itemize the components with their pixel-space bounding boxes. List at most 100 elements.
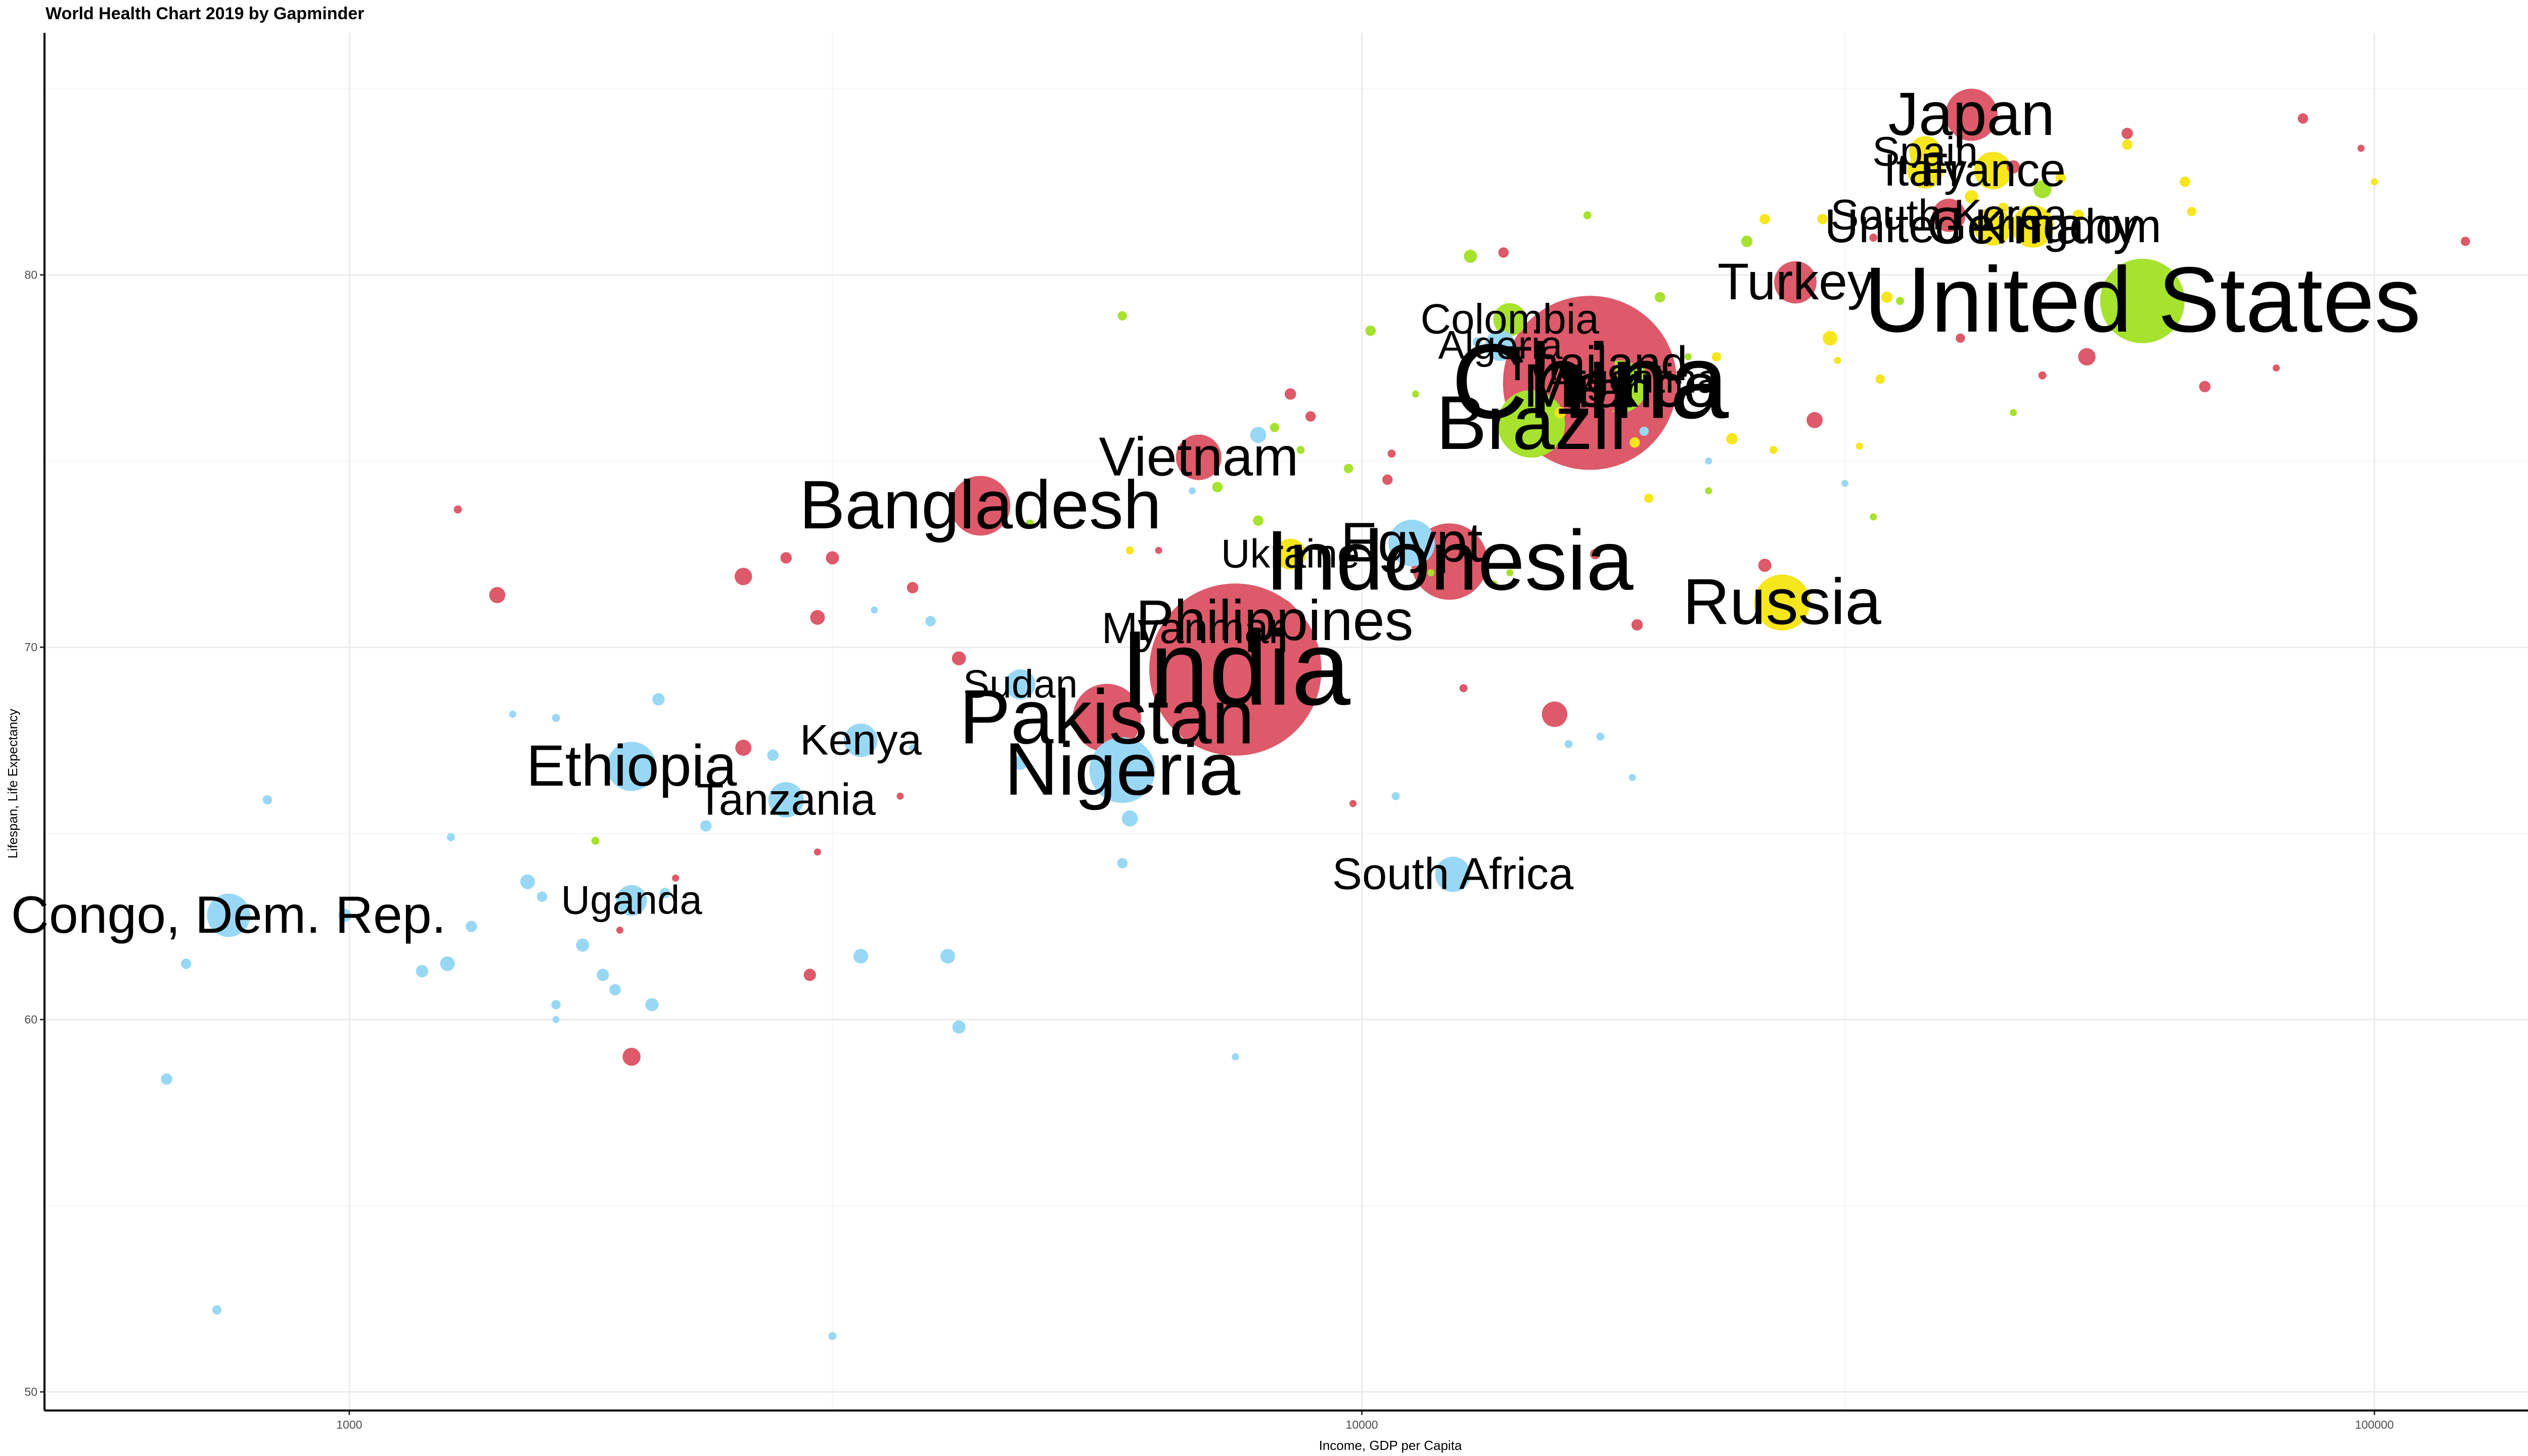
data-point: [212, 1305, 222, 1315]
label-china: China: [1451, 322, 1729, 441]
label-philippines: Philippines: [1136, 588, 1413, 653]
point-egypt: [1388, 519, 1435, 566]
data-point: [652, 693, 665, 706]
data-point: [1506, 569, 1514, 576]
data-point: [2273, 364, 2280, 372]
point-turkey: [1774, 261, 1817, 304]
data-point: [1583, 211, 1592, 219]
data-point: [1705, 457, 1712, 465]
point-brazil: [1497, 390, 1565, 458]
y-axis-title: Lifespan, Life Expectancy: [5, 709, 20, 858]
data-point: [1596, 732, 1605, 741]
point-uganda: [616, 885, 647, 916]
x-tick-label: 1000: [336, 1418, 362, 1431]
data-point: [1875, 374, 1885, 384]
data-point: [1758, 559, 1772, 572]
data-point: [803, 969, 816, 981]
data-point: [1013, 755, 1028, 770]
point-sudan: [1005, 669, 1035, 700]
point-pakistan: [1072, 684, 1141, 752]
data-point: [1834, 357, 1841, 365]
label-united-kingdom: United Kingdom: [1825, 199, 2161, 252]
label-bangladesh: Bangladesh: [799, 466, 1161, 543]
point-nigeria: [1089, 737, 1155, 803]
data-point: [909, 744, 916, 752]
data-point: [466, 921, 477, 932]
data-point: [659, 887, 670, 898]
data-point: [1459, 684, 1468, 693]
data-point: [1684, 353, 1692, 360]
data-point: [2010, 409, 2017, 417]
label-turkey: Turkey: [1718, 253, 1873, 310]
x-tick-label: 100000: [2355, 1418, 2394, 1431]
label-pakistan: Pakistan: [959, 674, 1254, 760]
point-spain: [1909, 136, 1942, 168]
label-russia: Russia: [1683, 566, 1881, 638]
point-russia: [1754, 574, 1810, 631]
point-ukraine: [1275, 538, 1306, 570]
data-point: [1998, 202, 2009, 213]
y-tick-label: 80: [24, 268, 37, 282]
data-point: [536, 891, 548, 902]
data-point: [446, 833, 455, 841]
data-point: [1117, 858, 1128, 869]
data-point: [2297, 113, 2309, 124]
data-point: [1155, 547, 1162, 554]
x-axis-title: Income, GDP per Capita: [1319, 1438, 1462, 1453]
data-point: [1965, 190, 1978, 204]
data-point: [1631, 619, 1643, 631]
data-point: [416, 965, 428, 978]
label-indonesia: Indonesia: [1265, 513, 1634, 608]
data-point: [2461, 237, 2470, 246]
data-point: [1741, 236, 1753, 247]
data-point: [645, 998, 659, 1012]
data-point: [1412, 390, 1419, 398]
label-tanzania: Tanzania: [697, 774, 876, 824]
data-point: [735, 740, 752, 756]
point-tanzania: [768, 782, 804, 818]
point-bangladesh: [950, 476, 1011, 536]
point-germany: [2011, 205, 2054, 248]
point-colombia: [1493, 303, 1526, 336]
data-point: [2371, 178, 2378, 186]
data-point: [1427, 569, 1435, 576]
data-point: [609, 984, 621, 996]
data-point: [1284, 388, 1296, 400]
data-point: [896, 792, 904, 800]
data-point: [262, 795, 273, 805]
label-south-korea: South Korea: [1830, 191, 2067, 239]
data-point: [2078, 348, 2096, 366]
data-point: [1881, 291, 1893, 303]
y-tick-label: 70: [24, 641, 37, 654]
data-point: [1542, 701, 1567, 727]
data-point: [2072, 209, 2084, 221]
data-point: [1125, 546, 1134, 555]
data-point: [1554, 406, 1566, 419]
data-point: [828, 1332, 837, 1340]
data-point: [1869, 234, 1878, 242]
label-south-africa: South Africa: [1332, 849, 1574, 899]
label-france: France: [1920, 144, 2066, 196]
data-point: [1759, 213, 1770, 224]
data-point: [2007, 160, 2020, 174]
label-united-states: United States: [1864, 248, 2421, 351]
data-point: [1025, 519, 1035, 529]
label-argentina: Argentina: [1546, 356, 1720, 401]
data-point: [672, 874, 680, 882]
data-point: [1870, 513, 1877, 521]
point-algeria: [1485, 330, 1516, 361]
data-point: [520, 874, 535, 889]
data-point: [1349, 800, 1357, 807]
data-point: [907, 582, 919, 594]
data-point: [552, 714, 560, 722]
data-point: [1769, 445, 1778, 454]
data-point: [1654, 292, 1665, 303]
data-point: [338, 908, 352, 922]
label-kenya: Kenya: [800, 715, 922, 763]
data-point: [440, 956, 455, 971]
data-point: [1117, 311, 1127, 321]
data-point: [1590, 549, 1601, 560]
data-point: [1343, 464, 1353, 473]
data-point: [1365, 325, 1376, 336]
data-point: [1391, 792, 1400, 800]
